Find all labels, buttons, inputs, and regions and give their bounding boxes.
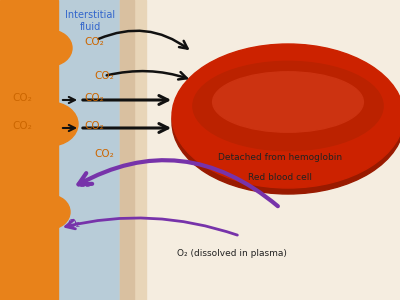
Bar (120, 0, 146, 300)
Bar (0, 0, 58, 300)
Text: CO₂: CO₂ (94, 71, 114, 81)
Bar (52, 0, 128, 300)
Ellipse shape (172, 50, 400, 194)
Text: CO₂: CO₂ (84, 121, 104, 131)
Text: O₂ (dissolved in plasma): O₂ (dissolved in plasma) (177, 250, 287, 259)
Ellipse shape (30, 195, 70, 229)
Text: CO₂: CO₂ (84, 93, 104, 103)
Text: O₂: O₂ (77, 179, 91, 189)
Text: Red blood cell: Red blood cell (248, 173, 312, 182)
Text: Detached from hemoglobin: Detached from hemoglobin (218, 154, 342, 163)
Ellipse shape (213, 72, 364, 132)
Text: CO₂: CO₂ (12, 93, 32, 103)
Text: CO₂: CO₂ (84, 37, 104, 47)
Bar (120, 0, 134, 300)
Ellipse shape (193, 61, 383, 151)
Text: CO₂: CO₂ (94, 149, 114, 159)
Ellipse shape (22, 102, 78, 146)
Text: O₂: O₂ (67, 219, 81, 229)
Ellipse shape (28, 30, 72, 66)
Text: Interstitial
fluid: Interstitial fluid (65, 10, 115, 32)
Ellipse shape (172, 44, 400, 188)
Text: CO₂: CO₂ (12, 121, 32, 131)
